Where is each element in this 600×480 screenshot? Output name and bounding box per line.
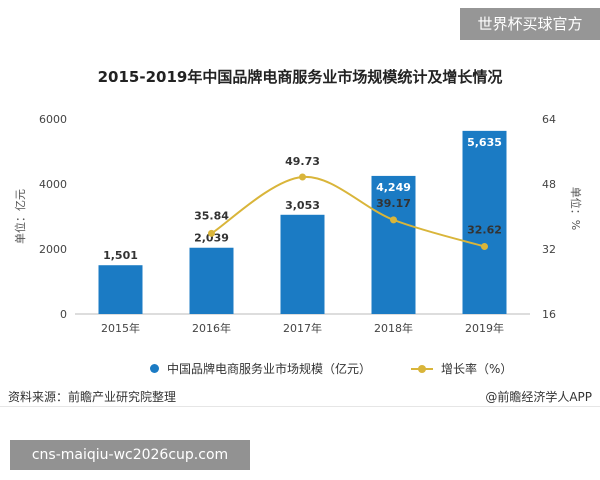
bar-value-label: 5,635 bbox=[467, 136, 502, 149]
bar bbox=[189, 247, 234, 314]
source-note: 资料来源：前瞻产业研究院整理 bbox=[8, 390, 177, 404]
bar-value-label: 1,501 bbox=[103, 249, 138, 262]
bar-value-label: 3,053 bbox=[285, 199, 320, 212]
bar bbox=[98, 265, 143, 314]
y-left-tick-label: 2000 bbox=[39, 243, 67, 256]
source-credit: @前瞻经济学人APP bbox=[485, 390, 592, 404]
legend-bar-swatch bbox=[150, 364, 159, 373]
y-right-tick-label: 64 bbox=[542, 113, 556, 126]
y-right-axis-title: 单位：% bbox=[569, 187, 583, 230]
legend-item-bars: 中国品牌电商服务业市场规模（亿元） bbox=[150, 360, 371, 377]
chart-legend: 中国品牌电商服务业市场规模（亿元） 增长率（%） bbox=[150, 360, 552, 377]
y-right-tick-label: 32 bbox=[542, 243, 556, 256]
x-tick-label: 2015年 bbox=[101, 321, 140, 335]
url-watermark: cns-maiqiu-wc2026cup.com bbox=[10, 440, 250, 470]
y-left-tick-label: 0 bbox=[60, 308, 67, 321]
legend-item-line: 增长率（%） bbox=[411, 360, 512, 377]
chart-svg: 0 2000 4000 6000 16 32 48 64 单位：亿元 单位：% 1,501 2,039… bbox=[13, 113, 583, 335]
brand-watermark: 世界杯买球官方 bbox=[460, 8, 600, 40]
chart-title: 2015-2019年中国品牌电商服务业市场规模统计及增长情况 bbox=[97, 68, 503, 86]
growth-rate-label: 35.84 bbox=[194, 209, 229, 222]
growth-rate-label: 32.62 bbox=[467, 223, 502, 236]
y-right-tick-label: 16 bbox=[542, 308, 556, 321]
legend-line-swatch bbox=[411, 364, 434, 373]
y-right-tick-label: 48 bbox=[542, 178, 556, 191]
bar bbox=[462, 130, 507, 314]
bar-value-label: 4,249 bbox=[376, 181, 411, 194]
growth-rate-point bbox=[299, 173, 306, 181]
divider bbox=[0, 406, 600, 407]
growth-rate-label: 39.17 bbox=[376, 197, 411, 210]
growth-rate-line bbox=[210, 175, 485, 248]
bar bbox=[280, 214, 325, 314]
x-tick-label: 2018年 bbox=[374, 321, 413, 335]
growth-rate-point bbox=[481, 242, 488, 250]
y-left-tick-label: 4000 bbox=[39, 178, 67, 191]
legend-bar-label: 中国品牌电商服务业市场规模（亿元） bbox=[167, 362, 372, 376]
growth-rate-label: 49.73 bbox=[285, 155, 320, 168]
y-left-tick-label: 6000 bbox=[39, 113, 67, 126]
bar bbox=[371, 175, 416, 314]
bar-value-label: 2,039 bbox=[194, 232, 229, 245]
x-tick-label: 2017年 bbox=[283, 321, 322, 335]
x-tick-label: 2019年 bbox=[465, 321, 504, 335]
y-left-axis-title: 单位：亿元 bbox=[13, 189, 27, 244]
legend-line-label: 增长率（%） bbox=[441, 362, 513, 376]
growth-rate-point bbox=[208, 229, 215, 237]
growth-rate-point bbox=[390, 216, 397, 224]
x-tick-label: 2016年 bbox=[192, 321, 231, 335]
